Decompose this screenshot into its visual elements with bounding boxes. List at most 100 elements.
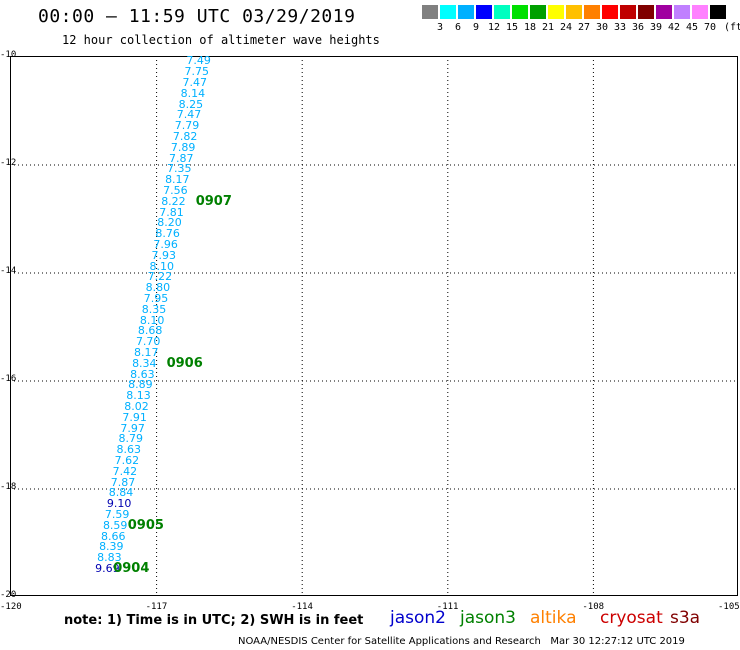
legend-swatch [476,5,492,19]
time-label: 0906 [166,355,203,371]
wave-height-label: 8.68 [137,324,163,338]
wave-height-label: 7.62 [114,454,140,467]
wave-height-label: 8.66 [101,529,126,543]
legend-label: 24 [559,22,573,33]
wave-height-label: 8.13 [126,389,151,403]
time-label: 0905 [127,517,164,533]
lat-tick-label: -10 [0,50,17,60]
legend-swatch [494,5,510,19]
page-title: 00:00 — 11:59 UTC 03/29/2019 [38,6,356,27]
wave-height-label: 7.47 [176,108,202,122]
wave-height-label: 8.20 [157,216,182,230]
wave-height-label: 8.84 [108,486,134,500]
wave-height-label: 7.56 [163,184,188,197]
legend-swatch [584,5,600,19]
wave-height-label: 8.59 [102,518,128,532]
lat-tick-label: -20 [0,590,17,600]
wave-height-label: 8.02 [124,400,149,413]
lon-tick-label: -108 [582,602,605,612]
wave-height-label: 7.95 [143,292,169,305]
wave-height-label: 7.47 [182,76,208,89]
wave-height-label: 7.22 [147,270,173,284]
wave-height-label: 7.91 [122,410,147,424]
wave-height-label: 8.34 [132,356,157,370]
lon-tick-label: -120 [0,602,22,612]
credit-line: NOAA/NESDIS Center for Satellite Applica… [238,636,685,647]
satellite-jason2: jason2 [390,608,446,628]
legend-swatch [548,5,564,19]
lon-tick-label: -111 [436,602,459,612]
legend-label: 42 [667,22,681,33]
legend-swatch [458,5,474,19]
wave-height-label: 8.80 [145,281,171,295]
legend-label: 33 [613,22,627,33]
wave-height-label: 8.14 [180,86,206,100]
wave-height-label: 8.83 [97,551,122,565]
legend-swatch [620,5,636,19]
lat-tick-label: -12 [0,158,17,168]
lon-tick-label: -117 [145,602,168,612]
time-label: 0907 [195,193,232,209]
legend-swatch [422,5,438,19]
wave-height-label: 7.87 [168,151,194,165]
wave-height-label: 7.35 [167,162,192,176]
lon-tick-label: -114 [291,602,313,612]
lon-tick-label: -105 [718,602,740,612]
lat-tick-label: -16 [0,374,17,384]
legend-label: 12 [487,22,501,33]
wave-height-label: 7.97 [120,421,145,435]
wave-height-label: 7.93 [151,248,176,262]
legend-label: 27 [577,22,591,33]
credit-text: NOAA/NESDIS Center for Satellite Applica… [238,636,541,647]
legend-swatch [692,5,708,19]
legend-swatch [530,5,546,19]
legend-label: 15 [505,22,519,33]
legend-swatch [602,5,618,19]
lat-tick-label: -14 [0,266,17,276]
legend-label: 45 [685,22,699,33]
legend-swatch [440,5,456,19]
wave-height-label: 7.42 [112,464,138,478]
legend-label: 3 [436,22,444,33]
legend-swatch [512,5,528,19]
wave-height-label: 8.10 [149,259,175,273]
legend-swatch [566,5,582,19]
wave-height-label: 7.89 [170,140,196,154]
legend-label: 18 [523,22,537,33]
satellite-altika: altika [530,608,577,628]
wave-height-label: 8.17 [134,346,159,359]
wave-height-label: 9.10 [106,497,132,511]
wave-height-label: 7.87 [110,475,136,489]
wave-height-label: 8.76 [155,227,180,241]
legend-swatch [674,5,690,19]
wave-height-label: 7.79 [174,119,200,133]
wave-height-label: 8.63 [130,367,155,381]
wave-height-label: 7.59 [104,508,130,521]
legend-label: 39 [649,22,663,33]
legend-swatch [656,5,672,19]
map-area [10,56,738,596]
wave-height-label: 8.10 [139,313,165,327]
legend-label: 36 [631,22,645,33]
legend-swatch [710,5,726,19]
satellite-cryosat: cryosat [600,608,663,628]
wave-height-label: 8.17 [165,173,190,187]
wave-height-label: 8.63 [116,443,142,457]
wave-height-label: 8.22 [161,194,186,208]
time-label: 0904 [113,561,150,576]
footer-note: note: 1) Time is in UTC; 2) SWH is in fe… [64,613,364,628]
wave-height-label: 7.82 [172,130,198,143]
wave-height-label: 7.49 [186,54,211,68]
wave-height-label: 8.25 [178,97,204,111]
wave-height-label: 7.81 [159,205,184,219]
legend-swatch [638,5,654,19]
wave-height-label: 7.70 [135,335,161,349]
satellite-jason3: jason3 [460,608,516,628]
lat-tick-label: -18 [0,482,17,492]
wave-height-label: 7.96 [153,238,178,251]
wave-height-label: 8.79 [118,432,143,446]
wave-height-label: 7.75 [184,65,209,79]
legend-unit: (ft) [724,22,740,33]
legend-label: 6 [454,22,462,33]
legend-label: 21 [541,22,555,33]
